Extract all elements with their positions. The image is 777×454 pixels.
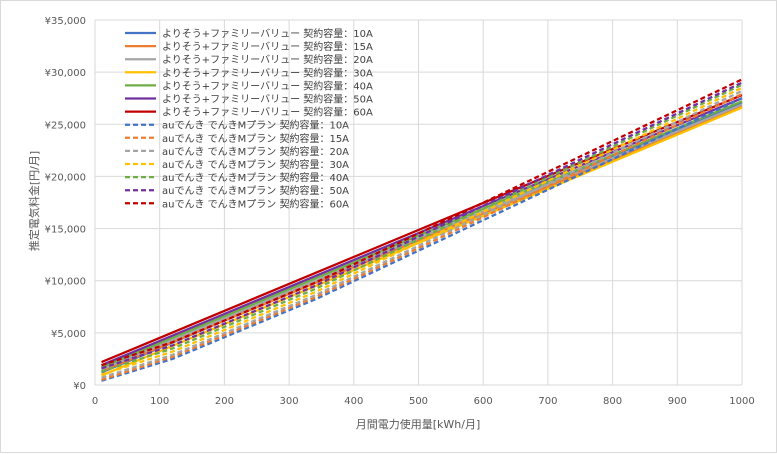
legend-label: auでんき でんきMプラン 契約容量：20A [162,145,349,158]
y-tick-label: ¥10,000 [45,277,86,288]
series-line-9 [101,92,743,381]
series-line-10 [101,89,743,379]
y-tick-label: ¥30,000 [45,68,86,79]
legend-label: よりそう+ファミリーバリュー 契約容量：50A [162,93,373,106]
legend-label: auでんき でんきMプラン 契約容量：10A [162,119,349,132]
gridlines [94,19,743,386]
x-tick-label: 0 [92,396,98,407]
y-tick-label: ¥15,000 [45,225,86,236]
x-tick-label: 400 [344,396,363,407]
series-line-12 [101,83,743,373]
series-line-7 [101,94,743,364]
legend-label: よりそう+ファミリーバリュー 契約容量：40A [162,79,373,92]
series-line-13 [101,81,743,370]
x-tick-label: 1000 [729,396,754,407]
series-line-14 [101,78,743,367]
legend-label: よりそう+ファミリーバリュー 契約容量：30A [162,66,373,79]
x-tick-label: 900 [668,396,687,407]
axes: 0 100 200 300 400 500 600 700 800 900 1000 ¥0 ¥5,000… [45,16,755,407]
series-line-11 [101,86,743,376]
x-tick-label: 800 [603,396,622,407]
plot-area [101,78,743,382]
legend-label: よりそう+ファミリーバリュー 契約容量：10A [162,27,373,40]
legend-label: auでんき でんきMプラン 契約容量：15A [162,132,349,145]
legend-label: auでんき でんきMプラン 契約容量：30A [162,158,349,171]
legend-label: auでんき でんきMプラン 契約容量：50A [162,184,349,197]
legend-label: よりそう+ファミリーバリュー 契約容量：20A [162,53,373,66]
x-tick-label: 600 [474,396,493,407]
x-tick-label: 300 [280,396,299,407]
legend-label: auでんき でんきMプラン 契約容量：60A [162,197,349,210]
x-tick-label: 500 [409,396,428,407]
legend-label: よりそう+ファミリーバリュー 契約容量：15A [162,40,373,53]
y-tick-label: ¥5,000 [51,329,86,340]
legend-label: よりそう+ファミリーバリュー 契約容量：60A [162,106,373,119]
y-axis-title: 推定電気料金[円/月] [27,151,41,251]
y-tick-label: ¥0 [73,381,86,392]
y-tick-label: ¥20,000 [45,172,86,183]
y-tick-label: ¥35,000 [45,16,86,27]
x-tick-label: 200 [215,396,234,407]
x-tick-label: 100 [150,396,169,407]
series-line-8 [101,97,743,382]
y-tick-label: ¥25,000 [45,120,86,131]
legend-label: auでんき でんきMプラン 契約容量：40A [162,171,349,184]
x-tick-label: 700 [538,396,557,407]
x-axis-title: 月間電力使用量[kWh/月] [356,418,481,431]
